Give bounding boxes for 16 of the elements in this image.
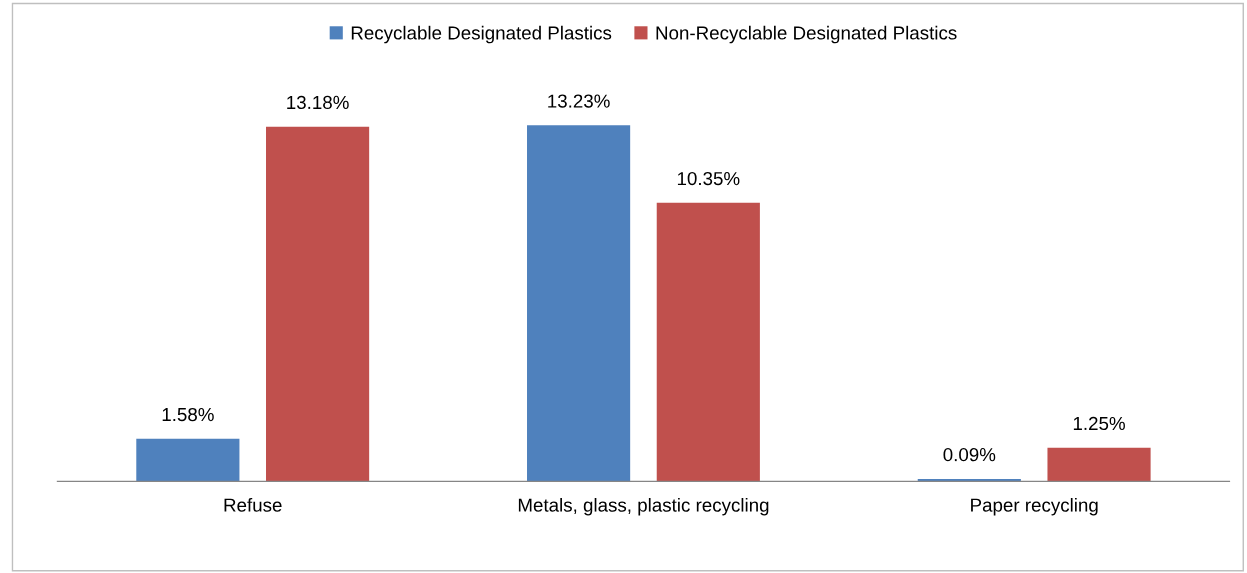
x-tick-label: Refuse [224,498,282,512]
data-label: 13.23% [548,94,610,108]
bar [136,438,240,482]
data-label: 13.18% [287,95,349,110]
x-tick-label: Metals, glass, plastic recycling [518,497,769,516]
data-label: 10.35% [677,171,740,186]
data-label: 1.25% [1073,416,1125,431]
bar [266,126,370,482]
legend-label: Non-Recyclable Designated Plastics [656,25,957,44]
data-label: 1.58% [162,407,214,422]
bar [656,202,760,482]
x-tick-label: Paper recycling [971,497,1098,516]
bar [527,125,631,482]
data-label: 0.09% [943,448,996,462]
legend-label: Recyclable Designated Plastics [351,25,612,44]
bar [1047,447,1151,482]
